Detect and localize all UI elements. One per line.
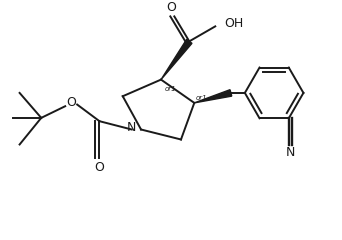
Polygon shape xyxy=(194,90,232,103)
Text: OH: OH xyxy=(224,17,244,30)
Text: O: O xyxy=(94,161,104,174)
Text: O: O xyxy=(166,1,176,14)
Text: N: N xyxy=(127,121,136,134)
Text: N: N xyxy=(286,146,295,159)
Polygon shape xyxy=(161,39,192,80)
Text: or1: or1 xyxy=(165,86,176,92)
Text: or1: or1 xyxy=(196,95,208,101)
Text: O: O xyxy=(66,96,76,109)
